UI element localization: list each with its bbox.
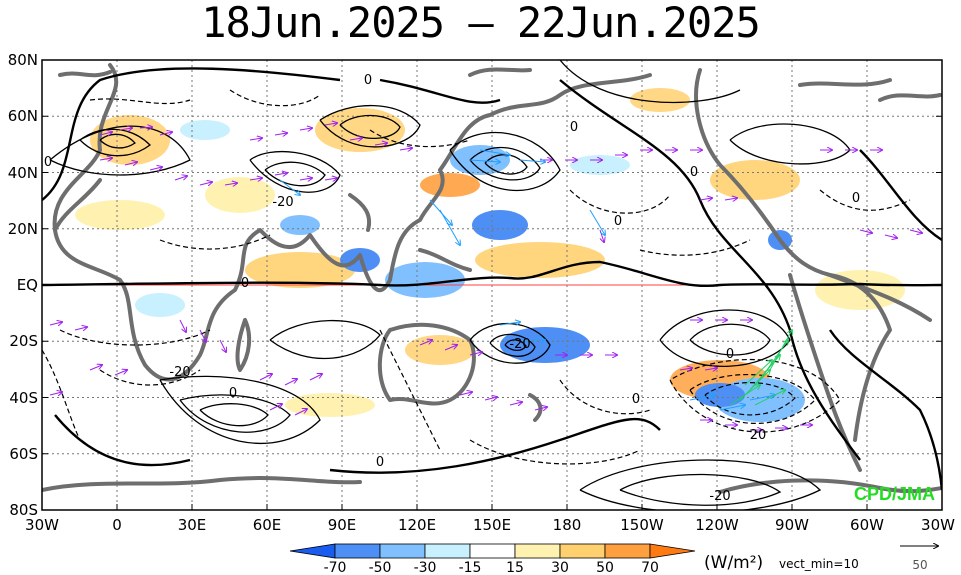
- lon-label: 150E: [473, 516, 511, 534]
- lon-label: 30W: [25, 516, 59, 534]
- contour-label: 0: [690, 165, 698, 180]
- lon-label: 30E: [178, 516, 207, 534]
- contour-label: -20: [509, 337, 530, 352]
- colorbar-swatch: [289, 543, 336, 559]
- contour-label: 0: [241, 276, 249, 291]
- colorbar-label: 30: [551, 560, 569, 575]
- lon-label: 150W: [620, 516, 664, 534]
- contour-labels: 0 0 0 0 0 0 0 0 -20 -20 20 -20 0 -20 0 0: [44, 73, 860, 504]
- longitude-labels: 30W 0 30E 60E 90E 120E 150E 180 150W 120…: [25, 516, 955, 534]
- colorbar-label: 70: [641, 560, 659, 575]
- flux-vectors-purple: [49, 123, 922, 430]
- colorbar: -70 -50 -30 -15 15 30 50 70 (W/m²) vect_…: [289, 543, 859, 575]
- lat-label: 80N: [8, 51, 38, 69]
- vector-min-note: vect_min=10: [779, 557, 859, 571]
- contour-label: 0: [726, 347, 734, 362]
- contour-label: 0: [364, 73, 372, 88]
- colorbar-swatch: [604, 543, 651, 559]
- lon-label: 120W: [695, 516, 739, 534]
- colorbar-swatch: [469, 543, 516, 559]
- lat-label: 60S: [9, 445, 38, 463]
- lat-label: 20S: [9, 332, 38, 350]
- flux-vectors-green: [729, 330, 792, 406]
- lon-label: 30W: [921, 516, 955, 534]
- contour-label: 0: [570, 120, 578, 135]
- lat-label: 20N: [8, 220, 38, 238]
- colorbar-swatch: [649, 543, 696, 559]
- lon-label: 90W: [775, 516, 809, 534]
- lat-label: 60N: [8, 107, 38, 125]
- lon-label: 60W: [850, 516, 884, 534]
- lat-label: 80S: [9, 501, 38, 519]
- colorbar-swatch: [424, 543, 471, 559]
- contour-label: 0: [376, 455, 384, 470]
- latitude-labels: 80N 60N 40N 20N EQ 20S 40S 60S 80S: [8, 51, 38, 519]
- lon-label: 120E: [398, 516, 436, 534]
- contour-label: -20: [169, 365, 190, 380]
- lat-label: 40S: [9, 389, 38, 407]
- map-title: 18Jun.2025 – 22Jun.2025: [201, 0, 761, 47]
- reference-vector-value: 50: [912, 558, 927, 572]
- tick-marks: [41, 59, 943, 511]
- contour-label: 0: [44, 155, 52, 170]
- credit-label: CPD/JMA: [854, 484, 935, 504]
- contour-label: -20: [272, 195, 293, 210]
- contour-label: 0: [852, 191, 860, 206]
- lon-label: 180: [553, 516, 582, 534]
- lat-label: EQ: [17, 276, 38, 294]
- contour-label: -20: [709, 489, 730, 504]
- contour-label: 20: [750, 428, 767, 443]
- colorbar-label: -50: [369, 560, 392, 575]
- flux-vectors-blue: [279, 149, 775, 411]
- reference-vector: 50: [900, 546, 938, 572]
- colorbar-swatch: [514, 543, 561, 559]
- colorbar-swatch: [559, 543, 606, 559]
- lat-label: 40N: [8, 164, 38, 182]
- lon-label: 90E: [328, 516, 357, 534]
- colorbar-label: 50: [596, 560, 614, 575]
- colorbar-label: -70: [324, 560, 347, 575]
- contour-label: 0: [632, 392, 640, 407]
- lon-label: 0: [112, 516, 122, 534]
- lon-label: 60E: [253, 516, 282, 534]
- height-anomaly-contours: [42, 60, 942, 510]
- olr-anomaly-shading: [75, 88, 905, 422]
- colorbar-unit: (W/m²): [704, 553, 763, 573]
- contour-label: 0: [229, 386, 237, 401]
- colorbar-label: -15: [459, 560, 482, 575]
- colorbar-swatch: [334, 543, 381, 559]
- colorbar-label: 15: [506, 560, 524, 575]
- contour-label: 0: [614, 214, 622, 229]
- colorbar-label: -30: [414, 560, 437, 575]
- colorbar-swatch: [379, 543, 426, 559]
